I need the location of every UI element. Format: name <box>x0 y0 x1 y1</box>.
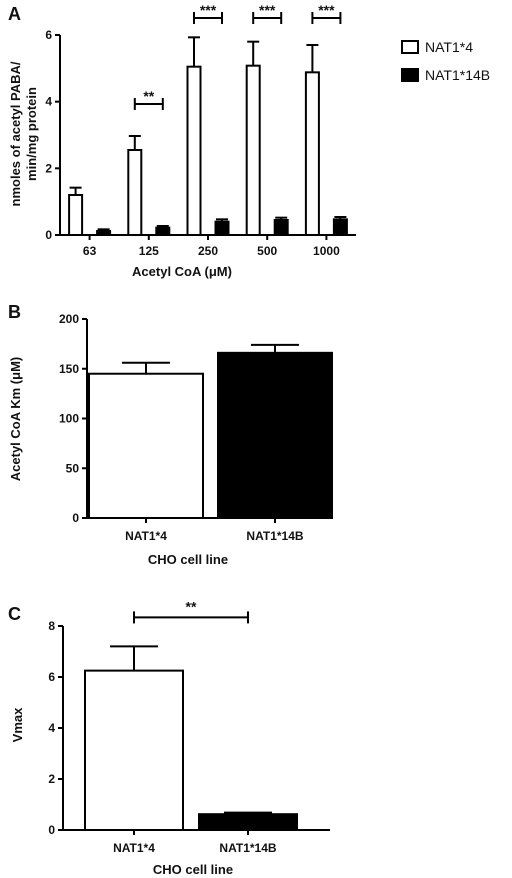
panel-a-sig-stars-1: *** <box>200 2 217 18</box>
panel-c-y-tick-label-1: 2 <box>48 772 55 786</box>
panel-b-y-tick-label-0: 0 <box>72 511 79 525</box>
panel-c-chart: 0 2 4 6 8 NAT1*4 NAT1*14B ** <box>48 598 330 855</box>
panel-letter-a: A <box>8 4 21 24</box>
panel-c-bar-0 <box>84 669 184 831</box>
legend-label-nat1-14b: NAT1*14B <box>425 67 490 83</box>
panel-b-y-tick-label-3: 150 <box>59 362 79 376</box>
panel-a-x-tick-label-0: 63 <box>83 244 97 258</box>
panel-a-sig-stars-2: *** <box>259 2 276 18</box>
panel-b-y-tick-label-4: 200 <box>59 312 79 326</box>
legend-label-nat1-4: NAT1*4 <box>425 39 473 55</box>
panel-letter-c: C <box>8 604 21 624</box>
panel-a-xlabel: Acetyl CoA (μM) <box>132 264 232 279</box>
panel-b-y-tick-label-2: 100 <box>59 412 79 426</box>
panel-b-y-tick-label-1: 50 <box>66 461 80 475</box>
panel-c-y-tick-label-0: 0 <box>48 823 55 837</box>
panel-b-bar-0 <box>88 372 204 519</box>
panel-a-bar-0-0 <box>68 194 84 236</box>
panel-b-x-tick-label-0: NAT1*4 <box>125 529 167 543</box>
panel-a-bar-0-1 <box>127 149 143 236</box>
panel-a-x-tick-label-1: 125 <box>139 244 159 258</box>
panel-a-x-tick-label-4: 1000 <box>313 244 340 258</box>
panel-c-ylabel: Vmax <box>10 707 25 742</box>
panel-a-bar-1-2 <box>214 220 230 237</box>
panel-a-bar-0-4 <box>304 71 320 237</box>
panel-a-bar-1-3 <box>273 219 289 236</box>
panel-a-y-tick-label-3: 6 <box>45 28 52 42</box>
panel-a-y-tick-label-1: 2 <box>45 161 52 175</box>
panel-c-x-tick-label-0: NAT1*4 <box>113 841 155 855</box>
panel-a-bar-1-1 <box>155 226 171 237</box>
panel-a-bar-0-3 <box>245 64 261 236</box>
panel-a-x-tick-label-2: 250 <box>198 244 218 258</box>
panel-a-y-tick-label-0: 0 <box>45 228 52 242</box>
panel-b-ylabel: Acetyl CoA Km (μM) <box>8 357 23 481</box>
panel-letter-b: B <box>8 302 21 322</box>
legend-swatch-nat1-14b <box>401 68 419 82</box>
panel-a-bar-0-2 <box>186 65 202 236</box>
panel-a-y-tick-label-2: 4 <box>45 95 52 109</box>
panel-b-xlabel: CHO cell line <box>148 552 228 567</box>
panel-c-x-tick-label-1: NAT1*14B <box>219 841 276 855</box>
panel-a-sig-stars-0: ** <box>143 88 154 104</box>
panel-b-bar-1 <box>217 351 333 519</box>
panel-a-sig-stars-3: *** <box>318 2 335 18</box>
panel-a-ylabel-line2: min/mg protein <box>24 87 39 181</box>
panel-a-bar-1-0 <box>96 230 112 236</box>
panel-b-chart: 0 50 100 150 200 NAT1*4 NAT1*14B <box>59 312 333 543</box>
panel-a-bar-1-4 <box>332 218 348 236</box>
panel-c-xlabel: CHO cell line <box>153 862 233 877</box>
panel-c-bar-1 <box>198 813 298 832</box>
panel-a-legend: NAT1*4 NAT1*14B <box>401 39 490 83</box>
panel-a-ylabel-line1: nmoles of acetyl PABA/ <box>8 61 23 206</box>
panel-c-sig-stars-0: ** <box>186 598 197 614</box>
legend-swatch-nat1-4 <box>401 40 419 54</box>
panel-c-y-tick-label-3: 6 <box>48 670 55 684</box>
panel-b-x-tick-label-1: NAT1*14B <box>246 529 303 543</box>
panel-c-y-tick-label-4: 8 <box>48 619 55 633</box>
panel-c-y-tick-label-2: 4 <box>48 721 55 735</box>
panel-a-x-tick-label-3: 500 <box>257 244 277 258</box>
